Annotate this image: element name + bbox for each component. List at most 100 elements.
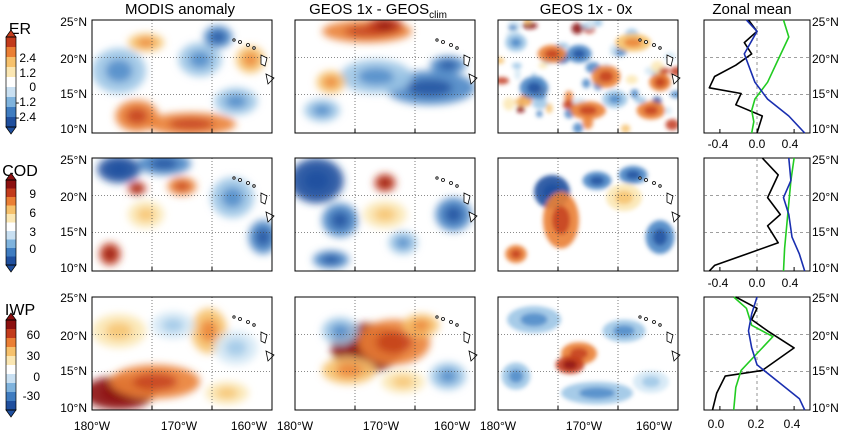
title-geos-subscript: clim [429, 10, 447, 21]
colorbar-segment [6, 188, 16, 198]
zm-lat-r1-10: 10°N [812, 122, 839, 136]
colorbar-segment [6, 205, 16, 215]
lat-label-r2-20: 20°N [60, 190, 87, 204]
er-tick-1: 2.4 [19, 51, 36, 65]
colorbar-segment [6, 401, 16, 411]
colorbar-segment [6, 356, 16, 366]
lat-label-r1-15: 15°N [60, 87, 87, 101]
anomaly-field [304, 20, 475, 122]
er-tick-5: -2.4 [15, 110, 36, 124]
anomaly-field [97, 158, 272, 266]
colorbar-segment [6, 117, 16, 128]
zonal-line-blue [782, 157, 806, 272]
colorbars [5, 29, 17, 418]
colorbar-segment [6, 374, 16, 384]
colorbar-segment [6, 180, 16, 189]
zm-xtick-r1-b: 0.0 [749, 137, 766, 151]
colorbar-segment [6, 214, 16, 223]
lon-label-c2-170: 170°W [363, 419, 400, 433]
zm-lat-r3-15: 15°N [812, 364, 839, 378]
map-frame [497, 19, 679, 134]
zonal-line-green [732, 296, 774, 411]
lon-label-c1-170: 170°W [161, 419, 198, 433]
colorbar-segment [6, 392, 16, 402]
zm-lat-r1-20: 20°N [812, 52, 839, 66]
zm-lat-r3-25: 25°N [812, 291, 839, 305]
title-zonal-mean: Zonal mean [712, 1, 791, 18]
lat-label-r2-15: 15°N [60, 225, 87, 239]
zm-lat-r2-20: 20°N [812, 190, 839, 204]
map-panels [91, 19, 681, 411]
colorbar-segment [6, 338, 16, 348]
zm-xtick-r2-a: -0.4 [708, 276, 729, 290]
map-frame [91, 19, 273, 134]
cod-tick-2: 6 [29, 206, 36, 220]
colorbar-segment [6, 67, 16, 78]
zonal-line-black [711, 296, 795, 411]
iwp-tick-1: 60 [27, 328, 41, 342]
colorbar-iwp [5, 312, 17, 418]
zm-lat-r1-15: 15°N [812, 87, 839, 101]
zm-lat-r3-20: 20°N [812, 329, 839, 343]
colorbar-segment [6, 57, 16, 68]
zm-lat-r2-10: 10°N [812, 261, 839, 275]
colorbar-arrow-bottom [5, 126, 17, 135]
lon-label-c3-170: 170°W [566, 419, 603, 433]
map-panel-r1-c2 [294, 19, 478, 134]
map-panel-r2-c3 [497, 157, 681, 272]
lat-label-r2-10: 10°N [60, 261, 87, 275]
zm-xtick-r3-c: 0.4 [784, 417, 801, 431]
zonal-line-green [782, 157, 795, 272]
zm-lat-r2-25: 25°N [812, 153, 839, 167]
zm-xtick-r1-a: -0.4 [708, 137, 729, 151]
lon-label-c2-180: 180°W [277, 419, 314, 433]
er-tick-3: 0 [29, 80, 36, 94]
colorbar-cod [5, 172, 17, 273]
zonal-mean-panel-r1 [703, 19, 811, 134]
iwp-tick-3: 0 [33, 370, 40, 384]
lat-label-r3-25: 25°N [60, 291, 87, 305]
map-panel-r1-c3 [497, 19, 681, 134]
map-frame [91, 157, 273, 272]
zm-xtick-r3-a: 0.0 [708, 417, 725, 431]
colorbar-segment [6, 97, 16, 108]
title-geos-main: GEOS 1x - GEOS [309, 1, 429, 18]
colorbar-segment [6, 37, 16, 48]
colorbar-segment [6, 231, 16, 240]
zonal-line-black [708, 157, 782, 272]
colorbar-segment [6, 77, 16, 88]
title-modis-anomaly: MODIS anomaly [125, 1, 236, 18]
zonal-line-black [708, 19, 764, 134]
colorbar-segment [6, 329, 16, 339]
hawaii-islands [638, 176, 681, 223]
colorbar-segment [6, 365, 16, 375]
colorbar-segment [6, 47, 16, 58]
zm-xtick-r3-b: 0.2 [748, 417, 765, 431]
colorbar-segment [6, 347, 16, 357]
lat-label-r3-10: 10°N [60, 401, 87, 415]
lat-label-r1-10: 10°N [60, 122, 87, 136]
map-panel-r3-c3 [497, 296, 681, 411]
lat-label-r2-25: 25°N [60, 153, 87, 167]
lon-label-c2-160: 160°W [434, 419, 471, 433]
map-frame [294, 296, 476, 411]
zm-lat-r1-25: 25°N [812, 15, 839, 29]
iwp-tick-4: -30 [23, 389, 41, 403]
map-frame [91, 296, 273, 411]
map-frame [497, 296, 679, 411]
cod-tick-4: 0 [29, 242, 36, 256]
lon-label-c3-180: 180°W [480, 419, 517, 433]
hawaii-islands [232, 176, 275, 223]
zm-xtick-r2-c: 0.4 [782, 276, 799, 290]
iwp-tick-2: 30 [27, 349, 41, 363]
map-panel-r1-c1 [91, 19, 275, 134]
map-frame [497, 157, 679, 272]
cod-tick-1: 9 [29, 187, 36, 201]
title-geos-minus-clim: GEOS 1x - GEOSclim [309, 1, 447, 21]
anomaly-field [322, 313, 466, 394]
hawaii-islands [435, 38, 478, 85]
er-tick-4: -1.2 [15, 95, 36, 109]
zonal-mean-panels [703, 19, 811, 411]
anomaly-field [92, 25, 265, 133]
